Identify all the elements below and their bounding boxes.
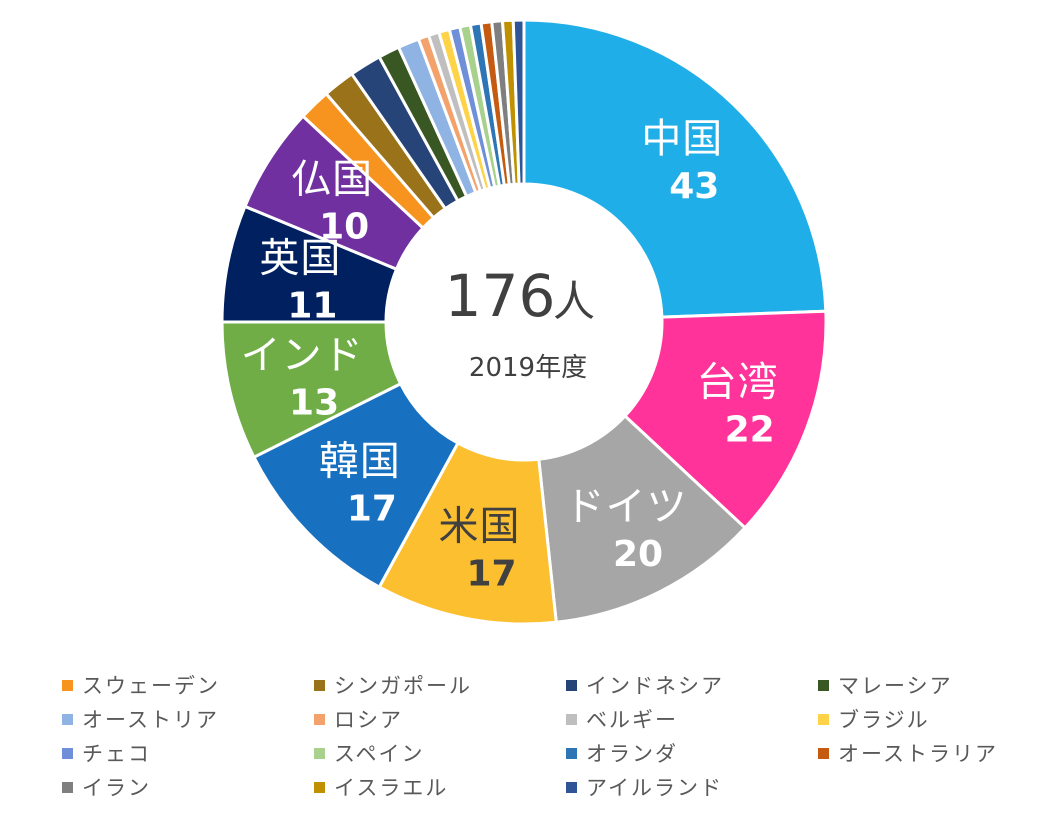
legend-swatch (566, 679, 577, 691)
slice-label-value: 10 (319, 207, 369, 248)
legend-item: インドネシア (566, 668, 818, 702)
legend-item: ロシア (314, 702, 566, 736)
legend-label: スウェーデン (82, 674, 220, 698)
legend-swatch (818, 713, 829, 725)
chart-legend: スウェーデン シンガポール インドネシア マレーシアオーストリア ロシア ベルギー ブラジル… (62, 668, 1032, 804)
legend-label: オーストラリア (838, 742, 998, 766)
center-subtitle: 2019年度 (469, 353, 587, 383)
legend-item: マレーシア (818, 668, 1032, 702)
legend-label: チェコ (82, 742, 151, 766)
legend-swatch (818, 747, 829, 759)
legend-swatch (62, 781, 73, 793)
slice-label-value: 20 (613, 534, 663, 575)
slice-label-value: 11 (287, 286, 337, 327)
legend-label: ブラジル (838, 708, 930, 732)
legend-swatch (314, 747, 325, 759)
legend-label: シンガポール (334, 674, 472, 698)
donut-slice-22 (511, 18, 526, 186)
legend-swatch (314, 679, 325, 691)
legend-item: チェコ (62, 736, 314, 770)
slice-label-name: インド (241, 332, 364, 378)
legend-label: オーストリア (82, 708, 219, 732)
legend-swatch (566, 781, 577, 793)
slice-label-name: 韓国 (319, 438, 401, 484)
slice-label-value: 13 (289, 382, 339, 423)
slice-label-name: 英国 (259, 236, 341, 282)
donut-chart: 中国43台湾22ドイツ20米国17韓国17インド13英国11仏国10176人20… (220, 18, 828, 626)
legend-item: ベルギー (566, 702, 818, 736)
legend-label: ロシア (334, 708, 403, 732)
legend-item: シンガポール (314, 668, 566, 702)
legend-swatch (62, 713, 73, 725)
legend-label: スペイン (334, 742, 425, 766)
legend-item: アイルランド (566, 770, 818, 804)
slice-label-name: 中国 (641, 116, 723, 162)
legend-label: インドネシア (586, 674, 724, 698)
legend-swatch (62, 679, 73, 691)
legend-item: ブラジル (818, 702, 1032, 736)
legend-swatch (566, 713, 577, 725)
slice-label-value: 22 (725, 410, 775, 451)
slice-label-name: ドイツ (565, 484, 688, 530)
legend-swatch (62, 747, 73, 759)
legend-label: オランダ (586, 742, 678, 766)
legend-item: オーストリア (62, 702, 314, 736)
center-total-unit: 人 (553, 277, 595, 326)
legend-label: アイルランド (586, 776, 723, 800)
legend-item: スペイン (314, 736, 566, 770)
slice-label-name: 台湾 (697, 360, 779, 406)
legend-label: マレーシア (838, 674, 953, 698)
legend-swatch (314, 713, 325, 725)
legend-item: イラン (62, 770, 314, 804)
center-total-value: 176 (445, 262, 556, 330)
legend-label: イスラエル (334, 776, 449, 800)
legend-item: イスラエル (314, 770, 566, 804)
slice-label-name: 仏国 (291, 157, 373, 203)
legend-swatch (566, 747, 577, 759)
donut-slice-1 (622, 309, 828, 530)
legend-label: イラン (82, 776, 151, 800)
legend-swatch (818, 679, 829, 691)
legend-item: スウェーデン (62, 668, 314, 702)
slices (220, 18, 828, 626)
donut-slice-0 (522, 18, 828, 319)
slice-label-value: 17 (347, 488, 397, 529)
slice-label-name: 米国 (439, 504, 521, 550)
legend-item: オランダ (566, 736, 818, 770)
slice-label-value: 17 (466, 554, 516, 595)
slice-label-value: 43 (669, 166, 719, 207)
legend-item: オーストラリア (818, 736, 1032, 770)
legend-label: ベルギー (586, 708, 678, 732)
legend-swatch (314, 781, 325, 793)
